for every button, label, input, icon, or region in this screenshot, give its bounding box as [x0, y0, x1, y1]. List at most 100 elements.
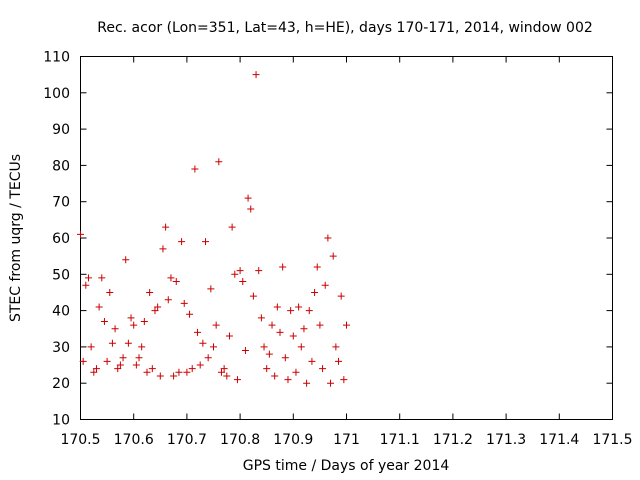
data-point	[210, 343, 217, 351]
x-tick-label: 171.1	[380, 432, 420, 448]
plot-frame	[80, 56, 613, 420]
data-point	[236, 267, 244, 275]
data-point	[140, 317, 148, 325]
data-point	[90, 368, 98, 376]
data-point	[337, 292, 345, 300]
data-point	[188, 365, 196, 373]
x-tick-label: 171.3	[486, 432, 526, 448]
data-point	[239, 278, 247, 286]
data-point	[252, 71, 260, 79]
data-point	[84, 274, 92, 282]
data-point	[178, 238, 186, 246]
data-point	[289, 332, 297, 340]
data-point	[119, 354, 127, 362]
y-tick-label: 50	[52, 267, 70, 283]
data-point	[154, 303, 162, 311]
data-point	[255, 267, 263, 275]
data-point	[217, 368, 225, 376]
data-point	[257, 314, 265, 322]
data-point	[332, 343, 340, 351]
data-point	[212, 321, 220, 329]
data-point	[305, 307, 313, 315]
data-point	[87, 343, 95, 351]
data-point	[151, 307, 159, 315]
data-point	[247, 205, 255, 213]
data-point	[276, 328, 284, 336]
y-tick-label: 60	[52, 231, 70, 247]
y-tick-label: 100	[43, 86, 70, 102]
y-tick-label: 30	[52, 340, 70, 356]
data-point	[233, 376, 241, 384]
data-point	[175, 368, 183, 376]
data-point	[324, 234, 332, 242]
data-point	[156, 372, 164, 380]
data-point	[82, 281, 90, 289]
data-point	[273, 303, 281, 311]
data-point	[172, 278, 180, 286]
data-point	[124, 339, 132, 347]
y-axis: 10 20 30 40 50 60 70 80 90 100 110	[43, 50, 613, 429]
data-point	[130, 321, 138, 329]
data-point	[106, 288, 114, 296]
data-point	[287, 307, 295, 315]
y-tick-label: 80	[52, 158, 70, 174]
data-point	[228, 223, 236, 231]
x-tick-label: 171.2	[433, 432, 473, 448]
data-point	[202, 238, 210, 246]
data-point	[127, 314, 135, 322]
y-tick-label: 70	[52, 195, 70, 211]
data-point	[279, 263, 287, 271]
data-point	[122, 256, 130, 264]
data-point	[303, 379, 311, 387]
data-point	[300, 325, 308, 333]
data-point	[284, 376, 292, 384]
data-point	[146, 288, 154, 296]
data-point	[162, 223, 170, 231]
y-tick-label: 90	[52, 122, 70, 138]
data-point	[241, 347, 249, 355]
data-point	[292, 368, 300, 376]
data-point	[98, 274, 106, 282]
data-point	[164, 296, 172, 304]
data-point	[103, 357, 111, 365]
y-axis-label: STEC from uqrg / TECUs	[8, 154, 24, 322]
x-tick-label: 170.7	[167, 432, 207, 448]
data-point	[295, 303, 303, 311]
data-point	[335, 357, 343, 365]
data-point	[79, 357, 87, 365]
data-point	[223, 372, 231, 380]
x-tick-label: 170.9	[273, 432, 313, 448]
data-point	[321, 281, 329, 289]
data-point	[319, 365, 327, 373]
data-point	[244, 194, 252, 202]
data-point	[180, 299, 188, 307]
data-point	[260, 343, 268, 351]
data-point	[281, 354, 289, 362]
data-point	[92, 365, 100, 373]
x-tick-label: 171	[333, 432, 360, 448]
data-point	[329, 252, 337, 260]
data-point	[183, 368, 191, 376]
data-point	[327, 379, 335, 387]
y-tick-label: 20	[52, 376, 70, 392]
data-point	[167, 274, 175, 282]
data-point	[143, 368, 151, 376]
data-point	[148, 365, 156, 373]
data-point	[159, 245, 167, 253]
data-point	[77, 230, 84, 238]
data-point	[249, 292, 257, 300]
data-point	[316, 321, 324, 329]
data-point	[116, 361, 124, 369]
data-point	[207, 285, 215, 293]
data-point	[196, 361, 204, 369]
chart-title: Rec. acor (Lon=351, Lat=43, h=HE), days …	[97, 20, 593, 36]
data-point	[108, 339, 116, 347]
data-point	[199, 339, 207, 347]
data-point	[111, 325, 119, 333]
data-point	[225, 332, 233, 340]
data-point	[132, 361, 140, 369]
data-point	[297, 343, 305, 351]
data-point	[215, 158, 223, 166]
data-point	[268, 321, 276, 329]
